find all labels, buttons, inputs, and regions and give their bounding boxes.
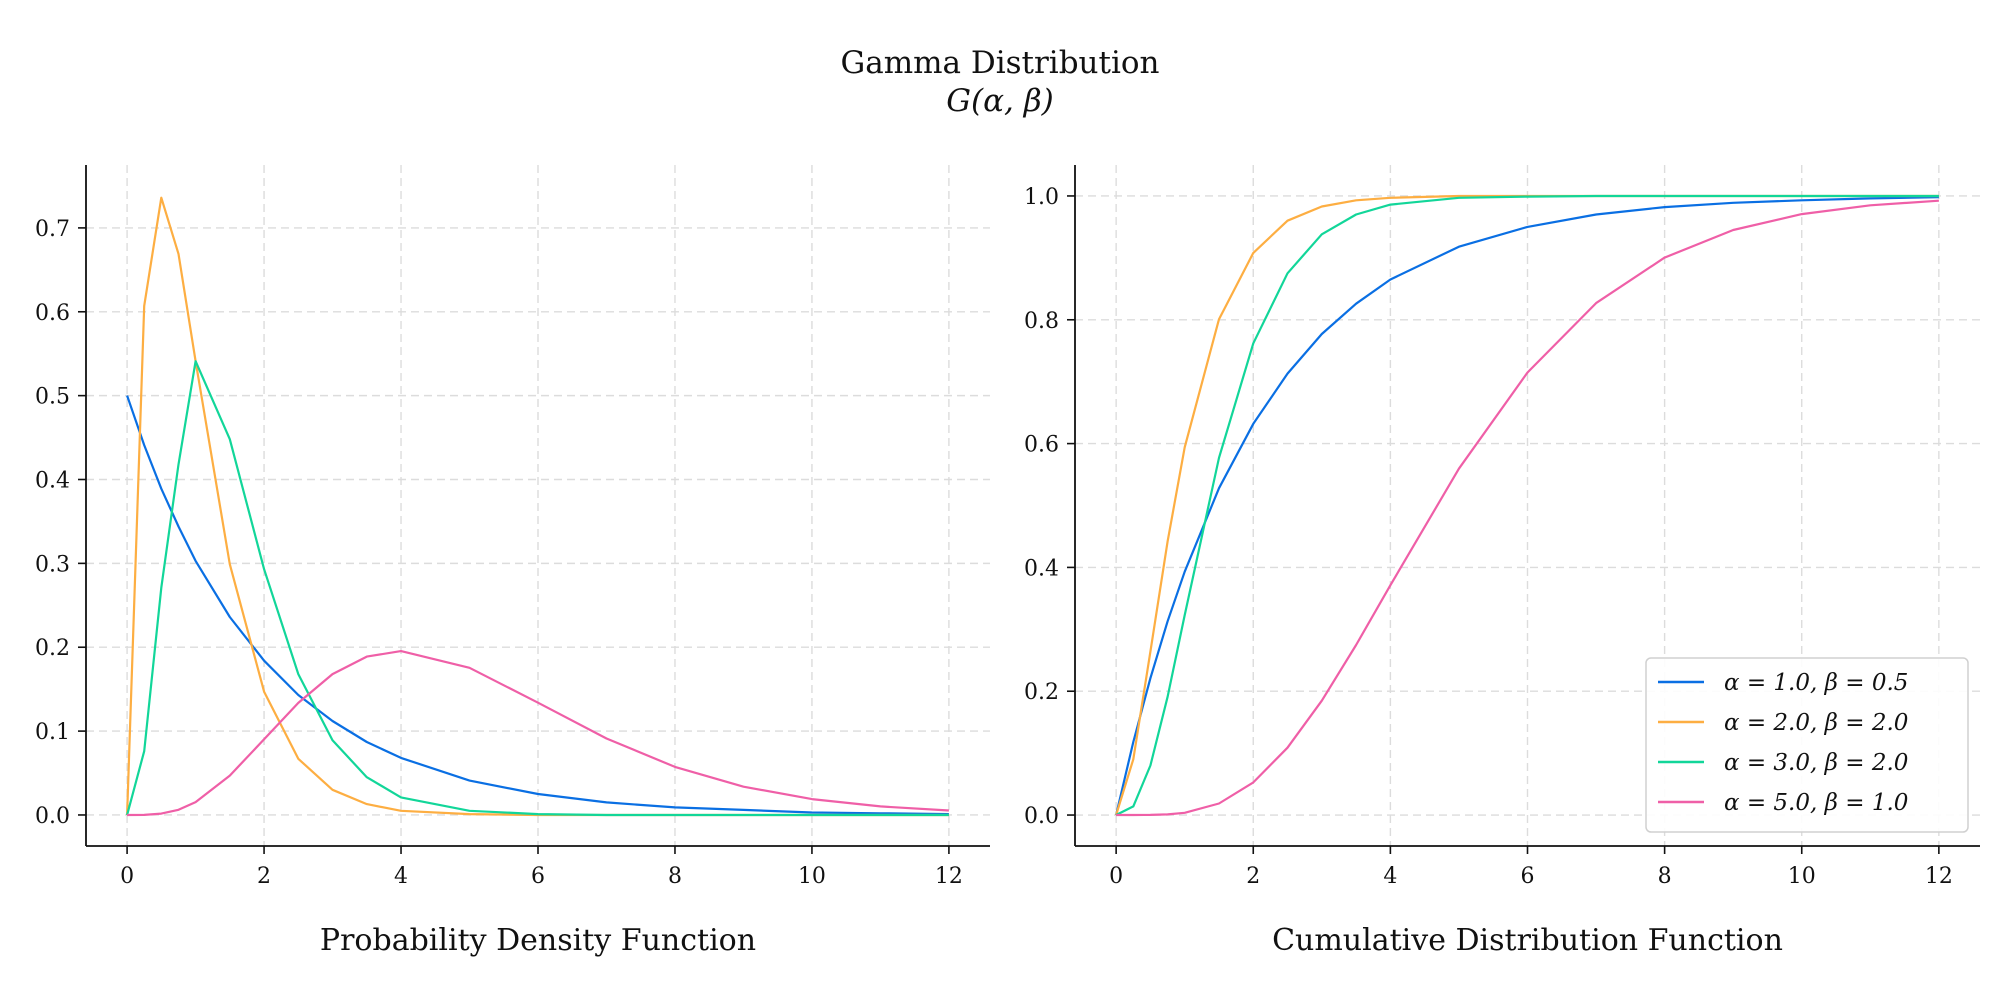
y-tick-label: 0.5: [35, 385, 70, 410]
legend-label-1: α = 1.0, β = 0.5: [1724, 670, 1908, 696]
x-tick-label: 8: [668, 864, 682, 889]
y-tick-label: 0.6: [35, 301, 70, 326]
figure-title-block: Gamma Distribution G(α, β): [0, 44, 2000, 120]
figure-title: Gamma Distribution: [840, 45, 1160, 81]
x-tick-label: 6: [1521, 864, 1535, 889]
y-tick-label: 0.8: [1024, 309, 1059, 334]
y-tick-label: 0.6: [1024, 433, 1059, 458]
y-tick-label: 0.2: [35, 636, 70, 661]
pdf-panel: 0 2 4 6 8 10 12 0.0 0.1 0.2 0.3 0.4 0.5 0.6 0.7 Probabi…: [35, 165, 990, 958]
series-line-4: [127, 649, 949, 817]
series-line-3: [1115, 194, 1939, 816]
legend-label-2: α = 2.0, β = 2.0: [1724, 710, 1908, 736]
x-tick-label: 0: [1109, 864, 1123, 889]
x-tick-label: 0: [120, 864, 134, 889]
x-tick-label: 8: [1658, 864, 1672, 889]
series-line-1: [126, 395, 949, 816]
legend-box: [1645, 657, 1969, 833]
x-tick-label: 4: [1383, 864, 1397, 889]
y-tick-label: 1.0: [1024, 185, 1059, 210]
legend: α = 1.0, β = 0.5 α = 2.0, β = 2.0 α = 3.0,…: [1645, 657, 1969, 833]
y-tick-label: 0.3: [35, 552, 70, 577]
legend-label-3: α = 3.0, β = 2.0: [1724, 750, 1908, 776]
x-tick-label: 12: [1925, 864, 1953, 889]
y-tick-label: 0.0: [1024, 804, 1059, 829]
x-axis-label: Probability Density Function: [320, 923, 756, 958]
x-tick-label: 2: [257, 864, 271, 889]
y-tick-label: 0.7: [35, 217, 70, 242]
x-tick-label: 12: [935, 864, 963, 889]
figure-subtitle: G(α, β): [946, 83, 1054, 119]
x-axis-label: Cumulative Distribution Function: [1272, 923, 1783, 958]
series-line-3: [126, 360, 949, 817]
y-tick-label: 0.4: [1024, 556, 1059, 581]
series-line-4: [1116, 199, 1939, 817]
cdf-panel: 0 2 4 6 8 10 12 0.0 0.2 0.4 0.6 0.8 1.0 Cumulative Di…: [1024, 165, 1980, 958]
y-tick-label: 0.2: [1024, 680, 1059, 705]
y-tick-label: 0.0: [35, 804, 70, 829]
legend-label-4: α = 5.0, β = 1.0: [1724, 790, 1908, 816]
x-tick-label: 10: [1788, 864, 1816, 889]
x-tick-label: 6: [531, 864, 545, 889]
x-tick-label: 10: [798, 864, 826, 889]
y-tick-label: 0.1: [35, 720, 70, 745]
x-tick-label: 2: [1246, 864, 1260, 889]
x-tick-label: 4: [394, 864, 408, 889]
series-line-1: [1115, 196, 1939, 816]
y-tick-label: 0.4: [35, 469, 70, 494]
